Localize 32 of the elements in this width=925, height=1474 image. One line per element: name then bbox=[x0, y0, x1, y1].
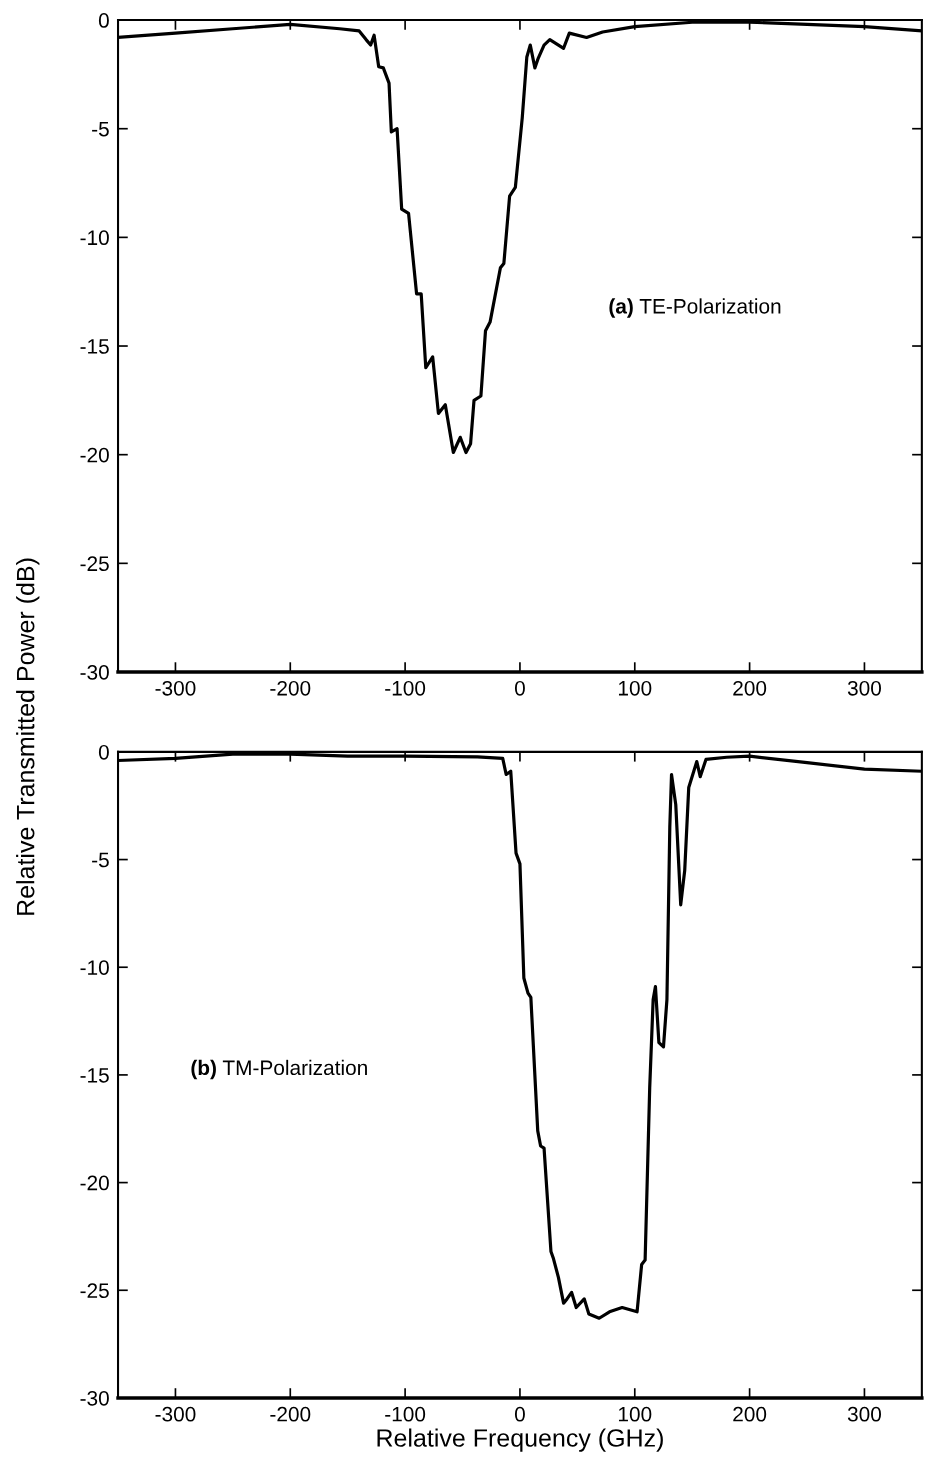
y-tick-label: 0 bbox=[98, 13, 109, 28]
y-tick-label: -10 bbox=[80, 230, 109, 246]
y-tick-label: 0 bbox=[98, 744, 109, 760]
y-tick-label: -25 bbox=[80, 1283, 109, 1299]
y-tick-label: -10 bbox=[80, 960, 109, 975]
annotation: (b) TM-Polarization bbox=[191, 1059, 367, 1080]
x-tick-label: 100 bbox=[618, 1406, 652, 1422]
y-tick-label: -15 bbox=[80, 1068, 109, 1083]
x-tick-label: -200 bbox=[270, 1406, 311, 1422]
y-tick-label: -5 bbox=[92, 121, 109, 137]
y-tick-label: -30 bbox=[80, 665, 109, 680]
y-tick-label: -20 bbox=[80, 447, 109, 463]
x-tick-label: -300 bbox=[155, 1406, 196, 1422]
x-tick-label: 300 bbox=[847, 680, 882, 696]
y-tick-label: -15 bbox=[80, 339, 109, 354]
annotation: (a) TE-Polarization bbox=[609, 298, 781, 318]
x-tick-label: 300 bbox=[847, 1406, 882, 1422]
y-tick-label: -25 bbox=[80, 556, 109, 572]
y-tick-label: -20 bbox=[80, 1175, 109, 1191]
x-tick-label: -200 bbox=[270, 680, 311, 696]
x-tick-label: 0 bbox=[514, 1406, 525, 1422]
x-tick-label: 200 bbox=[733, 1406, 767, 1422]
x-tick-label: -100 bbox=[385, 680, 426, 696]
y-axis-title: Relative Transmitted Power (dB) bbox=[16, 558, 40, 915]
x-axis-title: Relative Frequency (GHz) bbox=[377, 1428, 663, 1452]
x-tick-label: -100 bbox=[385, 1406, 426, 1422]
y-tick-label: -30 bbox=[80, 1390, 109, 1406]
x-tick-label: -300 bbox=[155, 680, 196, 696]
x-tick-label: 200 bbox=[733, 680, 767, 696]
y-tick-label: -5 bbox=[92, 852, 109, 868]
x-tick-label: 0 bbox=[514, 680, 525, 696]
x-tick-label: 100 bbox=[618, 680, 652, 696]
